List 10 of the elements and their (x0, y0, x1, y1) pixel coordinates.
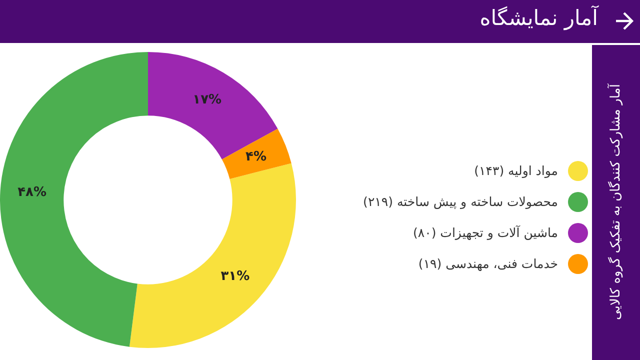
chart-title: آمار نمایشگاه (480, 6, 598, 30)
text: آمار مشارکت کنندگان به تفکیک گروه کالایی (608, 84, 624, 320)
data-label: ۱۷% (192, 92, 222, 108)
data-label: ۴۸% (18, 185, 46, 200)
legend-label: ماشین آلات و تجهیزات (۸۰) (413, 225, 558, 240)
legend-label: محصولات ساخته و پیش ساخته (۲۱۹) (363, 194, 558, 209)
legend-label: خدمات فنی، مهندسی (۱۹) (418, 256, 558, 271)
data-label: ۳۱% (220, 269, 250, 284)
data-label: ۴% (246, 150, 267, 165)
legend-label: مواد اولیه (۱۴۳) (474, 163, 558, 178)
